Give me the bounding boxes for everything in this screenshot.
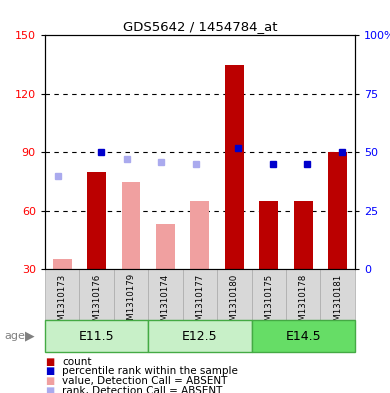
Text: rank, Detection Call = ABSENT: rank, Detection Call = ABSENT xyxy=(62,386,223,393)
Text: percentile rank within the sample: percentile rank within the sample xyxy=(62,366,238,376)
Bar xyxy=(294,201,313,269)
Text: GSM1310179: GSM1310179 xyxy=(126,273,135,331)
Bar xyxy=(252,269,286,320)
Bar xyxy=(321,269,355,320)
Text: age: age xyxy=(4,331,25,341)
Text: E12.5: E12.5 xyxy=(182,329,218,343)
Bar xyxy=(79,269,114,320)
Text: GSM1310181: GSM1310181 xyxy=(333,273,342,332)
Text: GSM1310175: GSM1310175 xyxy=(264,273,273,332)
Bar xyxy=(259,201,278,269)
Bar xyxy=(45,269,79,320)
Text: GSM1310180: GSM1310180 xyxy=(230,273,239,332)
Bar xyxy=(148,320,252,352)
Bar xyxy=(87,172,106,269)
Bar xyxy=(328,152,347,269)
Title: GDS5642 / 1454784_at: GDS5642 / 1454784_at xyxy=(122,20,277,33)
Bar xyxy=(217,269,252,320)
Bar xyxy=(122,182,140,269)
Bar xyxy=(156,224,175,269)
Bar xyxy=(45,320,148,352)
Bar xyxy=(225,64,244,269)
Text: GSM1310177: GSM1310177 xyxy=(195,273,204,332)
Text: GSM1310178: GSM1310178 xyxy=(299,273,308,332)
Text: ▶: ▶ xyxy=(25,329,35,343)
Text: ■: ■ xyxy=(45,366,54,376)
Bar xyxy=(286,269,321,320)
Bar xyxy=(190,201,209,269)
Text: count: count xyxy=(62,356,92,367)
Bar xyxy=(53,259,71,269)
Bar xyxy=(183,269,217,320)
Text: GSM1310176: GSM1310176 xyxy=(92,273,101,332)
Text: GSM1310174: GSM1310174 xyxy=(161,273,170,332)
Text: value, Detection Call = ABSENT: value, Detection Call = ABSENT xyxy=(62,376,228,386)
Text: ■: ■ xyxy=(45,376,54,386)
Text: E11.5: E11.5 xyxy=(79,329,114,343)
Text: ■: ■ xyxy=(45,356,54,367)
Text: ■: ■ xyxy=(45,386,54,393)
Bar xyxy=(114,269,148,320)
Bar xyxy=(252,320,355,352)
Text: GSM1310173: GSM1310173 xyxy=(58,273,67,332)
Bar xyxy=(148,269,183,320)
Text: E14.5: E14.5 xyxy=(285,329,321,343)
